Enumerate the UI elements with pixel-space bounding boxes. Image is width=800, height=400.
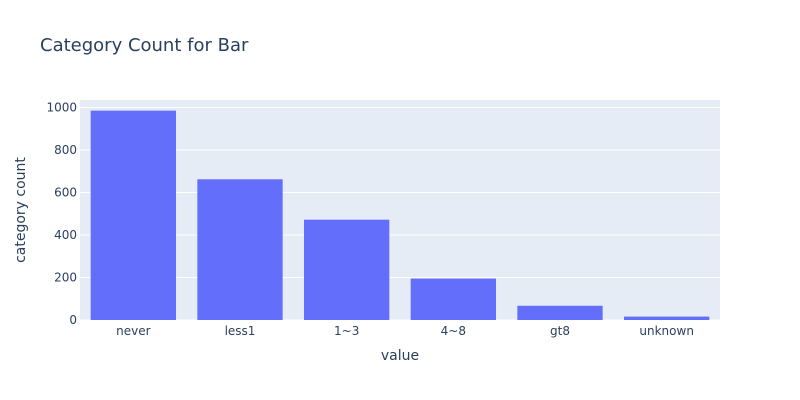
- bar-unknown: [624, 316, 710, 320]
- x-tick-labels: never less1 1~3 4~8 gt8 unknown: [116, 324, 694, 338]
- x-tick-label: gt8: [550, 324, 570, 338]
- chart-title: Category Count for Bar: [40, 35, 249, 56]
- x-tick-label: never: [116, 324, 150, 338]
- plot-area: [80, 100, 720, 320]
- x-tick-label: unknown: [639, 324, 694, 338]
- y-gridlines: [80, 106, 720, 321]
- bar-4~8: [410, 278, 496, 320]
- bar-1~3: [304, 219, 390, 320]
- x-tick-label: 4~8: [441, 324, 466, 338]
- bar-gt8: [517, 305, 603, 320]
- y-tick-label: 600: [54, 185, 77, 199]
- x-tick-label: less1: [225, 324, 256, 338]
- y-tick-label: 200: [54, 270, 77, 284]
- bar-less1: [197, 179, 283, 320]
- y-tick-label: 800: [54, 143, 77, 157]
- y-axis-title: category count: [13, 157, 29, 263]
- bars: [90, 110, 710, 320]
- bar-never: [90, 110, 176, 320]
- y-tick-label: 400: [54, 228, 77, 242]
- x-axis-title: value: [381, 348, 419, 364]
- x-tick-label: 1~3: [334, 324, 359, 338]
- y-tick-label: 0: [69, 313, 77, 327]
- y-tick-labels: 0 200 400 600 800 1000: [46, 100, 77, 327]
- y-tick-label: 1000: [46, 100, 77, 114]
